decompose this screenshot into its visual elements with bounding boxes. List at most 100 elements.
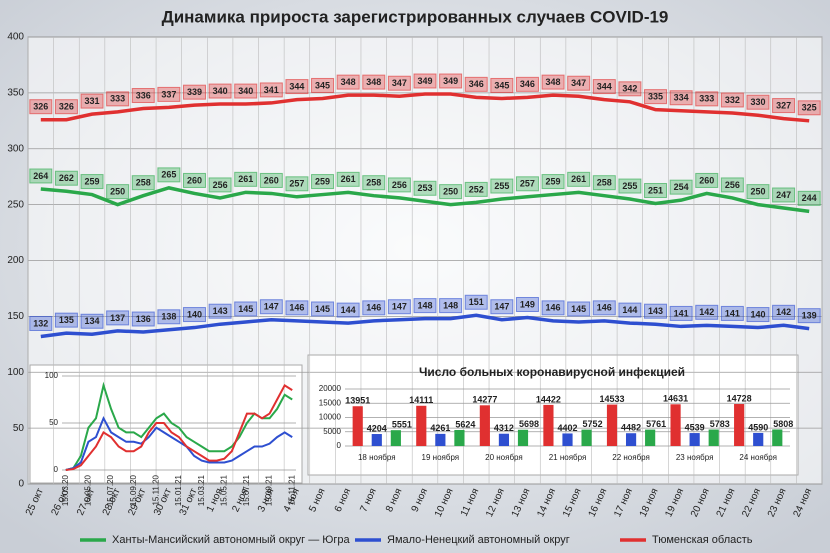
value-label: 4204 xyxy=(367,423,387,433)
value-label-box xyxy=(311,174,335,190)
value-label: 257 xyxy=(520,179,535,189)
value-label-box xyxy=(362,300,386,316)
y-tick-label: 15000 xyxy=(319,398,342,407)
y-tick-label: 20000 xyxy=(319,384,342,393)
value-label-box xyxy=(336,171,360,187)
value-label: 330 xyxy=(750,97,765,107)
value-label-box xyxy=(695,91,719,107)
value-label-box xyxy=(464,76,488,92)
value-label: 259 xyxy=(315,176,330,186)
value-label-box xyxy=(80,93,104,109)
value-label: 334 xyxy=(674,93,689,103)
value-label: 250 xyxy=(443,187,458,197)
value-label: 148 xyxy=(417,300,432,310)
value-label: 132 xyxy=(33,318,48,328)
y-tick-label: 150 xyxy=(7,311,24,322)
value-label-box xyxy=(387,299,411,315)
value-label: 333 xyxy=(699,94,714,104)
value-label: 340 xyxy=(238,86,253,96)
value-label: 325 xyxy=(802,103,817,113)
y-tick-label: 200 xyxy=(7,255,24,266)
value-label: 5808 xyxy=(773,419,793,429)
value-label-box xyxy=(54,170,78,186)
value-label-box xyxy=(618,81,642,97)
value-label-box xyxy=(413,73,437,89)
value-label: 346 xyxy=(520,79,535,89)
value-label: 345 xyxy=(494,80,509,90)
value-label: 4402 xyxy=(557,423,577,433)
x-tick-label: 24 ноября xyxy=(739,453,777,462)
value-label: 5783 xyxy=(710,419,730,429)
value-label: 149 xyxy=(520,299,535,309)
x-tick-label: 15.05.20 xyxy=(84,474,93,506)
bar xyxy=(581,429,592,446)
value-label: 145 xyxy=(315,304,330,314)
value-label-box xyxy=(720,177,744,193)
legend-label: Тюменская область xyxy=(652,534,753,546)
bar xyxy=(645,429,656,446)
value-label-box xyxy=(157,167,181,183)
value-label: 253 xyxy=(417,183,432,193)
value-label: 255 xyxy=(622,181,637,191)
x-tick-label: 19 ноября xyxy=(422,453,460,462)
value-label-box xyxy=(208,303,232,319)
value-label-box xyxy=(106,91,130,107)
value-label-box xyxy=(797,100,821,116)
value-label-box xyxy=(746,94,770,110)
bar xyxy=(498,433,510,446)
value-label-box xyxy=(772,304,796,320)
legend-label: Ямало-Ненецкий автономный округ xyxy=(387,534,570,546)
value-label: 146 xyxy=(289,303,304,313)
series-line xyxy=(40,186,810,214)
x-tick-label: 15.03.21 xyxy=(197,474,206,506)
y-tick-label: 0 xyxy=(18,479,24,490)
value-label: 144 xyxy=(341,305,356,315)
value-label-box xyxy=(644,303,668,319)
value-label: 4482 xyxy=(621,423,641,433)
value-label: 252 xyxy=(469,184,484,194)
bar xyxy=(479,405,490,446)
value-label: 14111 xyxy=(409,395,433,405)
value-label: 340 xyxy=(213,86,228,96)
bar xyxy=(371,434,382,446)
bar xyxy=(689,433,700,446)
value-label: 333 xyxy=(110,94,125,104)
value-label: 349 xyxy=(443,76,458,86)
value-label-box xyxy=(490,77,514,93)
value-label: 145 xyxy=(238,304,253,314)
value-label: 14277 xyxy=(472,395,497,405)
value-label-box xyxy=(464,294,488,310)
value-label: 261 xyxy=(238,174,253,184)
bar xyxy=(753,432,764,446)
value-label-box xyxy=(490,178,514,194)
value-label: 147 xyxy=(264,302,279,312)
bar xyxy=(562,433,573,446)
value-label-box xyxy=(208,177,232,193)
value-label: 349 xyxy=(417,76,432,86)
value-label-box xyxy=(669,90,693,106)
value-label: 260 xyxy=(699,175,714,185)
value-label: 143 xyxy=(648,306,663,316)
value-label-box xyxy=(362,74,386,90)
value-label-box xyxy=(439,184,463,200)
value-label: 146 xyxy=(546,303,561,313)
legend-label: Ханты-Мансийский автономный округ — Югра xyxy=(112,534,351,546)
value-label-box xyxy=(669,179,693,195)
value-label-box xyxy=(720,305,744,321)
value-label: 346 xyxy=(469,79,484,89)
value-label: 147 xyxy=(392,302,407,312)
value-label-box xyxy=(29,168,53,184)
bar xyxy=(454,429,465,446)
x-tick-label: 15.09.21 xyxy=(265,474,274,506)
value-label-box xyxy=(259,299,283,315)
value-label-box xyxy=(387,177,411,193)
x-tick-label: 15.11.20 xyxy=(151,474,160,505)
bar xyxy=(352,406,363,446)
value-label-box xyxy=(567,171,591,187)
value-label: 4539 xyxy=(685,422,705,432)
value-label-box xyxy=(336,302,360,318)
value-label: 140 xyxy=(187,309,202,319)
bar xyxy=(543,404,554,446)
